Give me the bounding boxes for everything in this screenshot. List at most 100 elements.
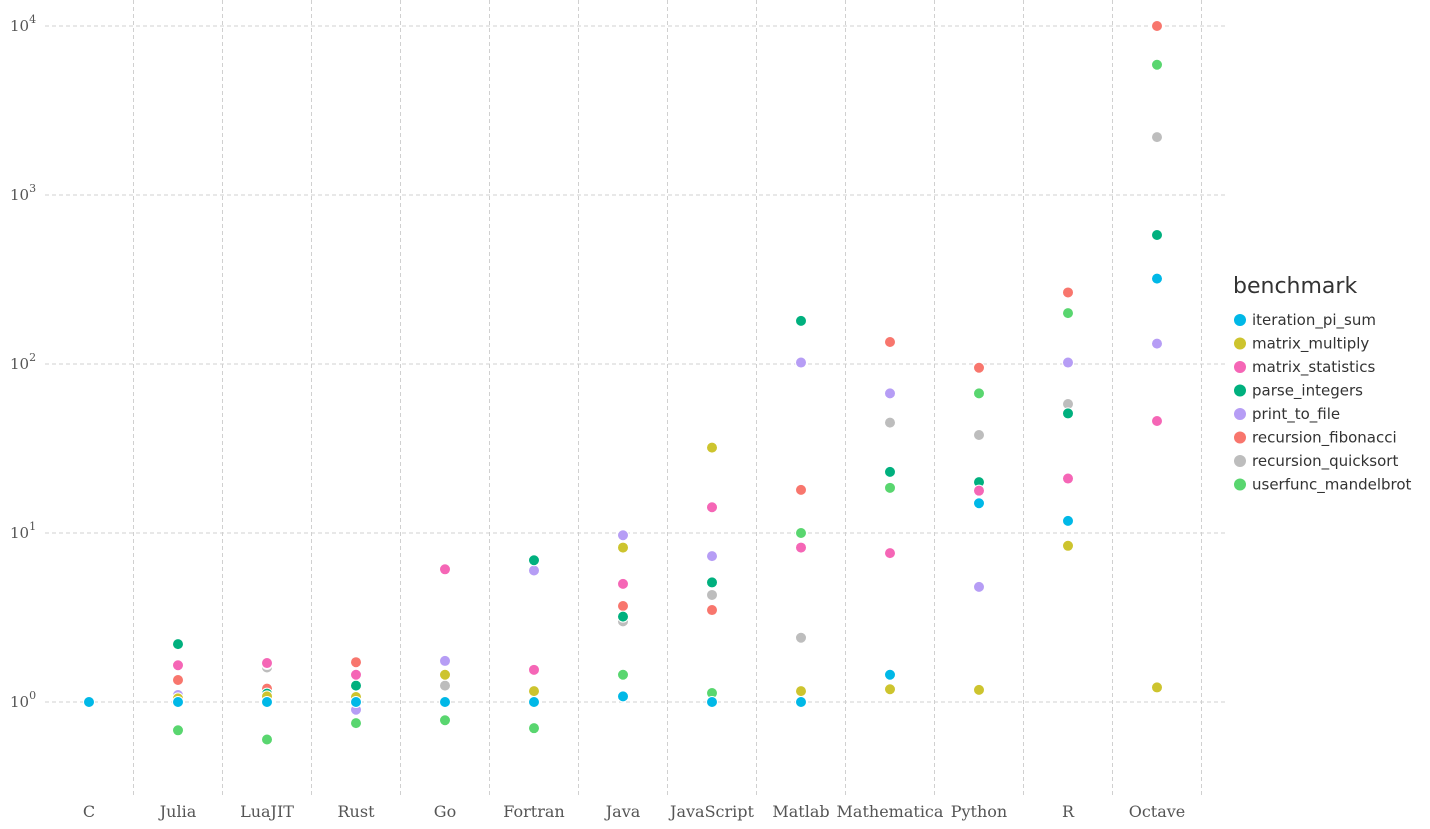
point-matrix_multiply-go [439, 668, 451, 681]
point-matrix_statistics-javascript [706, 501, 718, 514]
legend-label-matrix_multiply: matrix_multiply [1252, 335, 1369, 354]
y-tick-label: 102 [10, 351, 36, 373]
legend-swatch-recursion_quicksort [1234, 455, 1246, 467]
point-print_to_file-mathematica [884, 387, 896, 400]
point-matrix_statistics-java [617, 577, 629, 590]
point-parse_integers-fortran [528, 554, 540, 567]
legend-label-recursion_quicksort: recursion_quicksort [1252, 452, 1398, 471]
y-tick-label: 100 [10, 689, 36, 711]
x-tick-label: LuaJIT [240, 802, 294, 821]
legend-label-matrix_statistics: matrix_statistics [1252, 358, 1375, 377]
point-matrix_statistics-luajit [261, 657, 273, 670]
point-userfunc_mandelbrot-go [439, 714, 451, 727]
point-recursion_fibonacci-octave [1151, 20, 1163, 32]
point-userfunc_mandelbrot-matlab [795, 527, 807, 539]
point-matrix_multiply-r [1062, 539, 1074, 552]
point-iteration_pi_sum-octave [1151, 272, 1163, 285]
legend-label-userfunc_mandelbrot: userfunc_mandelbrot [1252, 476, 1412, 495]
point-matrix_statistics-python [973, 484, 985, 497]
point-matrix_multiply-python [973, 683, 985, 696]
y-tick-exponent: 3 [29, 182, 36, 195]
point-print_to_file-go [439, 654, 451, 667]
y-tick-exponent: 2 [29, 351, 36, 364]
point-iteration_pi_sum-java [617, 690, 629, 703]
point-userfunc_mandelbrot-r [1062, 307, 1074, 320]
x-tick-label: R [1062, 802, 1075, 821]
legend-swatch-userfunc_mandelbrot [1234, 478, 1246, 491]
point-recursion_fibonacci-julia [172, 673, 184, 686]
point-recursion_quicksort-matlab [795, 631, 807, 644]
point-recursion_fibonacci-python [973, 361, 985, 374]
x-tick-label: Rust [338, 802, 376, 821]
point-parse_integers-julia [172, 638, 184, 651]
point-matrix_multiply-javascript [706, 441, 718, 454]
point-print_to_file-javascript [706, 550, 718, 563]
point-matrix_multiply-java [617, 541, 629, 554]
legend: benchmark iteration_pi_sum matrix_multipl… [1233, 274, 1412, 495]
legend-swatch-parse_integers [1234, 384, 1246, 397]
point-iteration_pi_sum-julia [172, 696, 184, 708]
legend-label-recursion_fibonacci: recursion_fibonacci [1252, 429, 1397, 448]
x-tick-label: Python [951, 802, 1007, 821]
y-tick-label: 101 [10, 520, 36, 542]
point-parse_integers-r [1062, 407, 1074, 420]
point-userfunc_mandelbrot-octave [1151, 58, 1163, 71]
x-tick-label: C [83, 802, 95, 821]
point-parse_integers-mathematica [884, 465, 896, 478]
point-print_to_file-python [973, 580, 985, 593]
point-print_to_file-r [1062, 356, 1074, 369]
point-parse_integers-javascript [706, 576, 718, 589]
legend-swatch-matrix_statistics [1234, 361, 1246, 373]
point-userfunc_mandelbrot-julia [172, 724, 184, 737]
point-userfunc_mandelbrot-fortran [528, 722, 540, 735]
point-iteration_pi_sum-fortran [528, 696, 540, 708]
point-parse_integers-octave [1151, 228, 1163, 241]
point-iteration_pi_sum-rust [350, 696, 362, 708]
point-iteration_pi_sum-luajit [261, 696, 273, 708]
y-tick-exponent: 1 [29, 520, 36, 533]
legend-label-print_to_file: print_to_file [1252, 405, 1340, 424]
point-iteration_pi_sum-python [973, 497, 985, 510]
point-print_to_file-fortran [528, 564, 540, 577]
point-recursion_fibonacci-java [617, 599, 629, 612]
point-recursion_fibonacci-javascript [706, 604, 718, 617]
point-recursion_fibonacci-matlab [795, 483, 807, 496]
point-print_to_file-octave [1151, 337, 1163, 350]
legend-swatch-recursion_fibonacci [1234, 431, 1246, 444]
point-matrix_statistics-fortran [528, 663, 540, 676]
point-parse_integers-rust [350, 679, 362, 692]
x-tick-label: Java [604, 802, 641, 821]
x-tick-label: Fortran [503, 802, 564, 821]
legend-label-iteration_pi_sum: iteration_pi_sum [1252, 311, 1376, 330]
point-recursion_quicksort-python [973, 429, 985, 442]
point-recursion_quicksort-go [439, 679, 451, 692]
point-recursion_fibonacci-mathematica [884, 335, 896, 348]
point-print_to_file-matlab [795, 356, 807, 369]
point-matrix_multiply-mathematica [884, 683, 896, 696]
x-tick-label: Mathematica [837, 802, 944, 821]
point-matrix_multiply-matlab [795, 685, 807, 698]
legend-swatch-print_to_file [1234, 408, 1246, 420]
point-recursion_quicksort-mathematica [884, 416, 896, 429]
y-tick-exponent: 4 [29, 13, 36, 26]
point-iteration_pi_sum-mathematica [884, 668, 896, 681]
point-matrix_multiply-fortran [528, 685, 540, 698]
y-tick-label: 104 [10, 13, 36, 35]
point-recursion_quicksort-octave [1151, 131, 1163, 144]
x-tick-label: Go [434, 802, 456, 821]
x-axis: C Julia LuaJIT Rust Go Fortran Java JavaScript M… [83, 802, 1185, 821]
point-recursion_fibonacci-rust [350, 656, 362, 669]
point-recursion_fibonacci-r [1062, 286, 1074, 299]
data-points [83, 20, 1163, 746]
point-matrix_statistics-go [439, 563, 451, 576]
legend-swatch-iteration_pi_sum [1234, 314, 1246, 326]
x-tick-label: JavaScript [668, 802, 754, 821]
point-matrix_statistics-r [1062, 472, 1074, 485]
grid-layer [45, 0, 1225, 798]
point-iteration_pi_sum-c [83, 696, 95, 708]
x-tick-label: Julia [158, 802, 197, 821]
point-recursion_quicksort-javascript [706, 588, 718, 601]
point-userfunc_mandelbrot-python [973, 387, 985, 400]
x-tick-label: Octave [1129, 802, 1186, 821]
